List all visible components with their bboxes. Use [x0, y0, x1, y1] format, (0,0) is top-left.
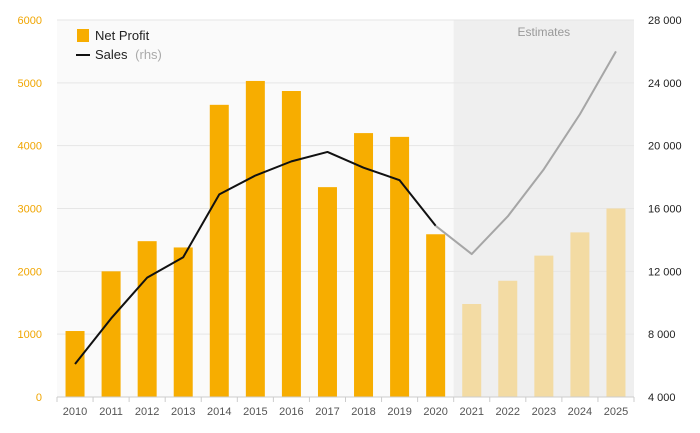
x-tick-label: 2021	[459, 406, 483, 418]
bar	[462, 304, 482, 397]
bar	[209, 104, 229, 397]
bar	[245, 80, 265, 397]
bar	[534, 255, 554, 397]
x-tick-label: 2025	[604, 406, 628, 418]
right-tick-label: 16 000	[648, 204, 682, 216]
x-tick-label: 2010	[63, 406, 87, 418]
bar	[390, 136, 410, 397]
legend-net-profit-label: Net Profit	[95, 28, 150, 43]
legend-bar-swatch	[77, 29, 89, 42]
right-tick-label: 20 000	[648, 141, 682, 153]
bar	[101, 271, 121, 397]
bar	[606, 208, 626, 397]
estimates-label: Estimates	[518, 25, 571, 39]
left-tick-label: 1000	[18, 329, 42, 341]
bar	[173, 247, 193, 397]
x-tick-label: 2019	[387, 406, 411, 418]
bar	[498, 280, 518, 397]
legend-rhs-suffix: (rhs)	[135, 47, 162, 62]
right-tick-label: 24 000	[648, 78, 682, 90]
bars	[65, 80, 626, 398]
bar	[426, 234, 446, 397]
bar	[570, 232, 590, 397]
sales-line	[74, 50, 617, 365]
left-tick-label: 4000	[18, 141, 42, 153]
right-tick-label: 28 000	[648, 15, 682, 27]
bar	[281, 91, 301, 398]
left-tick-label: 2000	[18, 266, 42, 278]
legend: Net Profit Sales (rhs)	[76, 28, 162, 62]
x-axis: 2010 2011 2012 2013 2014 2015 2016 2017 2018 2019…	[56, 397, 635, 418]
x-tick-label: 2012	[135, 406, 159, 418]
x-tick-label: 2013	[171, 406, 195, 418]
left-tick-label: 0	[36, 392, 42, 404]
x-tick-label: 2011	[99, 406, 123, 418]
x-tick-label: 2018	[351, 406, 375, 418]
x-tick-label: 2016	[279, 406, 303, 418]
legend-sales-text: Sales	[95, 47, 128, 62]
sales-line-estimate	[435, 50, 617, 256]
x-tick-label: 2017	[315, 406, 339, 418]
right-tick-label: 8 000	[648, 329, 676, 341]
left-axis: 0 1000 2000 3000 4000 5000 6000	[18, 15, 42, 404]
bar	[354, 133, 374, 397]
legend-sales-label: Sales (rhs)	[95, 47, 162, 62]
x-tick-label: 2014	[207, 406, 231, 418]
x-tick-label: 2022	[496, 406, 520, 418]
x-tick-label: 2023	[532, 406, 556, 418]
bar	[317, 187, 337, 397]
sales-line-actual	[74, 150, 437, 365]
bar	[137, 241, 157, 397]
x-tick-label: 2020	[423, 406, 447, 418]
left-tick-label: 3000	[18, 204, 42, 216]
x-tick-label: 2024	[568, 406, 592, 418]
right-axis: 4 000 8 000 12 000 16 000 20 000 24 000 28 000	[648, 15, 682, 404]
left-tick-label: 6000	[18, 15, 42, 27]
x-tick-label: 2015	[243, 406, 267, 418]
right-tick-label: 12 000	[648, 266, 682, 278]
right-tick-label: 4 000	[648, 392, 676, 404]
left-tick-label: 5000	[18, 78, 42, 90]
